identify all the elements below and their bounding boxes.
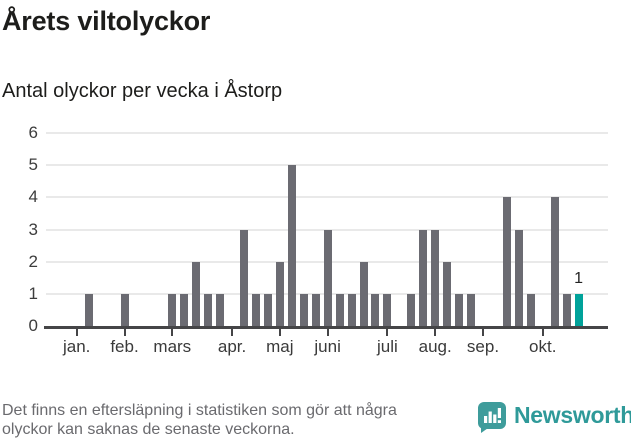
x-axis-label-apr: apr. xyxy=(217,337,247,356)
gridline-y5 xyxy=(46,164,608,167)
bar-week-24 xyxy=(335,293,344,326)
newsworthy-wordmark: Newsworthy xyxy=(514,402,631,428)
bar-week-43 xyxy=(562,293,571,326)
x-tick-mars xyxy=(171,329,174,336)
chart-subtitle: Antal olyckor per vecka i Åstorp xyxy=(2,80,283,102)
x-axis-label-aug: aug. xyxy=(418,337,452,356)
x-tick-juli xyxy=(386,329,389,336)
bar-week-39 xyxy=(514,229,523,326)
x-axis-label-juni: juni xyxy=(314,337,341,356)
plot-area xyxy=(45,132,608,326)
newsworthy-logo: Newsworthy xyxy=(477,400,631,434)
y-axis-label-0: 0 xyxy=(28,316,38,335)
x-axis-label-okt: okt. xyxy=(529,337,557,356)
bar-week-12 xyxy=(192,261,201,326)
x-axis-baseline xyxy=(44,326,608,329)
x-tick-feb xyxy=(123,329,126,336)
page-title: Årets viltolyckor xyxy=(2,6,211,36)
y-axis-label-1: 1 xyxy=(28,283,38,303)
bar-week-42 xyxy=(550,197,559,326)
bar-week-19 xyxy=(275,261,284,326)
x-tick-okt xyxy=(541,329,544,336)
x-axis-label-feb: feb. xyxy=(110,337,139,356)
bar-week-32 xyxy=(431,229,440,326)
bar-week-6 xyxy=(120,293,129,326)
bar-week-28 xyxy=(383,293,392,326)
bar-week-27 xyxy=(371,293,380,326)
y-axis-label-2: 2 xyxy=(28,251,38,271)
footer-note-line2: olyckor kan saknas de senaste veckorna. xyxy=(2,420,295,438)
bar-week-22 xyxy=(311,293,320,326)
bar-week-26 xyxy=(359,261,368,326)
footer-note: Det finns en eftersläpning i statistiken… xyxy=(2,402,472,439)
x-tick-juni xyxy=(326,329,329,336)
y-axis-label-3: 3 xyxy=(28,219,38,239)
bar-week-17 xyxy=(251,293,260,326)
x-axis-label-juli: juli xyxy=(376,337,398,356)
x-tick-jan xyxy=(75,329,78,336)
bar-week-40 xyxy=(526,293,535,326)
bar-week-31 xyxy=(419,229,428,326)
x-axis-label-mars: mars xyxy=(153,337,192,356)
x-axis-label-jan: jan. xyxy=(62,337,91,356)
bar-week-23 xyxy=(323,229,332,326)
y-axis-label-4: 4 xyxy=(28,187,38,207)
x-tick-aug xyxy=(434,329,437,336)
bar-week-3 xyxy=(84,293,93,326)
x-tick-maj xyxy=(278,329,281,336)
x-axis-label-sep: sep. xyxy=(466,337,500,356)
x-tick-sep xyxy=(482,329,484,336)
bar-week-11 xyxy=(180,293,189,326)
bar-week-35 xyxy=(467,293,476,326)
x-axis-label-maj: maj xyxy=(266,337,294,356)
bar-week-13 xyxy=(204,293,213,326)
bar-week-34 xyxy=(455,293,464,326)
bar-week-21 xyxy=(299,293,308,326)
bar-week-16 xyxy=(240,229,248,326)
bar-week-33 xyxy=(443,261,452,326)
footer-note-line1: Det finns en eftersläpning i statistiken… xyxy=(2,402,397,419)
bar-week-30 xyxy=(407,293,416,326)
bar-week-20 xyxy=(287,165,296,326)
bar-week-10 xyxy=(168,293,177,326)
gridline-y6 xyxy=(46,132,608,134)
bar-week-25 xyxy=(347,293,356,326)
x-tick-apr xyxy=(231,329,234,336)
bar-week-44-highlight xyxy=(574,293,583,326)
y-axis-label-5: 5 xyxy=(28,155,38,175)
bar-week-18 xyxy=(263,293,272,326)
last-value-label: 1 xyxy=(574,269,584,287)
bar-week-38 xyxy=(502,197,511,326)
gridline-y4 xyxy=(46,196,608,199)
y-axis-label-6: 6 xyxy=(28,123,38,142)
bar-week-14 xyxy=(216,293,225,326)
